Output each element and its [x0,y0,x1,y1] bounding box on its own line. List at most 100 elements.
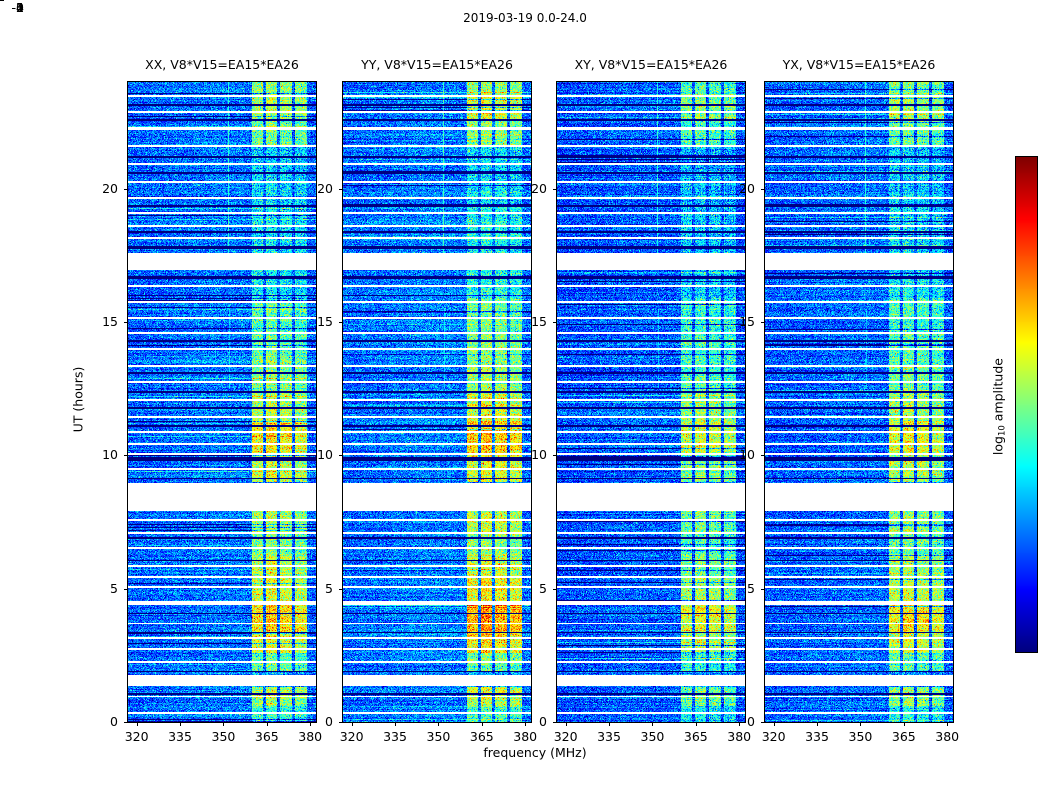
colorbar-tick-label: -2 [11,0,24,15]
waterfall-panel-xy[interactable] [556,81,746,723]
y-tick-mark [761,722,765,723]
colorbar-label-subscript: 10 [997,425,1008,437]
x-tick-label: 350 [640,729,665,744]
y-tick-label: 10 [739,447,755,463]
y-tick-mark [553,455,557,456]
x-tick-label: 335 [383,729,407,744]
panel-title-xy: XY, V8*V15=EA15*EA26 [574,57,728,72]
y-tick-mark [339,455,343,456]
panel-title-yx: YX, V8*V15=EA15*EA26 [782,57,936,72]
colorbar-label-suffix: amplitude [990,358,1006,426]
y-tick-mark [124,589,128,590]
waterfall-image-xy [557,82,745,722]
x-tick-mark [267,722,268,726]
y-tick-mark [339,589,343,590]
waterfall-panel-xx[interactable] [127,81,317,723]
x-tick-mark [352,722,353,726]
x-tick-label: 365 [683,729,708,744]
colorbar-label: log10 amplitude [990,327,1007,487]
x-tick-mark [696,722,697,726]
x-tick-mark [482,722,483,726]
x-tick-label: 320 [124,729,149,744]
y-tick-label: 15 [531,314,547,329]
colorbar-tick-mark [0,0,4,1]
x-tick-mark [947,722,948,726]
y-tick-label: 5 [747,580,755,596]
y-tick-mark [339,189,343,190]
y-tick-label: 15 [317,314,333,329]
y-tick-mark [761,322,765,323]
x-tick-mark [137,722,138,726]
y-tick-label: 0 [747,714,755,729]
y-tick-mark [553,589,557,590]
colorbar-tick-label: -1 [11,0,24,15]
colorbar-gradient [1016,157,1037,652]
figure-suptitle: 2019-03-19 0.0-24.0 [463,11,587,25]
waterfall-image-xx [128,82,316,722]
colorbar-label-prefix: log [990,436,1006,456]
x-tick-mark [525,722,526,726]
y-tick-mark [761,589,765,590]
y-tick-label: 20 [739,180,755,196]
x-tick-mark [739,722,740,726]
y-tick-label: 15 [102,314,118,329]
x-axis-label: frequency (MHz) [483,745,587,760]
x-tick-label: 350 [848,729,873,744]
y-tick-label: 10 [531,447,547,463]
waterfall-panel-yx[interactable] [764,81,954,723]
y-tick-mark [761,455,765,456]
y-tick-label: 5 [539,580,547,596]
y-tick-mark [553,722,557,723]
waterfall-panel-yy[interactable] [342,81,532,723]
y-tick-label: 15 [739,314,755,329]
colorbar-tick-label: -4 [11,0,24,15]
x-tick-label: 380 [298,729,323,744]
x-tick-label: 320 [761,729,786,744]
x-tick-label: 365 [254,729,279,744]
y-tick-label: 0 [539,714,547,729]
colorbar[interactable] [1015,156,1038,653]
x-tick-label: 365 [469,729,494,744]
colorbar-tick-label: -3 [11,0,24,15]
y-tick-label: 10 [102,447,118,463]
x-tick-mark [904,722,905,726]
x-tick-mark [223,722,224,726]
x-tick-mark [395,722,396,726]
x-tick-label: 335 [597,729,621,744]
x-tick-mark [860,722,861,726]
x-tick-label: 380 [935,729,960,744]
colorbar-tick-label: 1 [16,0,24,15]
y-tick-label: 5 [325,580,333,596]
x-tick-mark [774,722,775,726]
x-tick-mark [566,722,567,726]
x-tick-mark [817,722,818,726]
x-tick-label: 320 [553,729,578,744]
x-tick-label: 350 [426,729,451,744]
y-tick-mark [761,189,765,190]
x-tick-label: 335 [168,729,192,744]
x-tick-label: 380 [513,729,538,744]
y-tick-mark [553,322,557,323]
y-tick-mark [553,189,557,190]
colorbar-tick-label: 0 [16,0,24,15]
y-tick-mark [339,322,343,323]
waterfall-image-yy [343,82,531,722]
x-tick-mark [609,722,610,726]
x-tick-label: 320 [339,729,364,744]
x-tick-label: 365 [891,729,916,744]
y-tick-label: 20 [102,180,118,196]
x-tick-mark [438,722,439,726]
y-tick-label: 20 [317,180,333,196]
y-tick-mark [124,722,128,723]
panel-title-yy: YY, V8*V15=EA15*EA26 [361,57,513,72]
panel-title-xx: XX, V8*V15=EA15*EA26 [145,57,299,72]
x-tick-label: 380 [727,729,752,744]
y-tick-label: 20 [531,180,547,196]
y-tick-mark [124,322,128,323]
y-tick-label: 0 [110,714,118,729]
y-tick-mark [124,189,128,190]
x-tick-mark [652,722,653,726]
y-tick-label: 5 [110,580,118,596]
waterfall-image-yx [765,82,953,722]
y-tick-mark [339,722,343,723]
